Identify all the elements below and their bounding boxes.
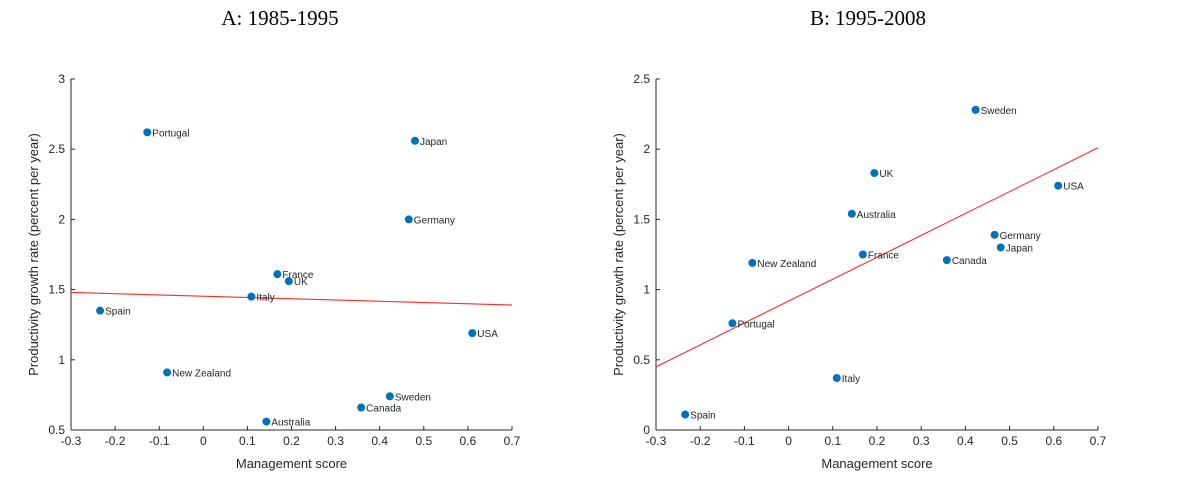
panel-b-point-label-usa: USA: [1063, 182, 1084, 193]
panel-b-point-label-canada: Canada: [952, 256, 987, 267]
panel-a-x-tick-label: 0.2: [283, 434, 300, 448]
panel-a-point-label-new-zealand: New Zealand: [172, 368, 231, 379]
panel-a-x-tick-label: 0.5: [415, 434, 432, 448]
panel-b-y-tick-label: 2.5: [633, 72, 650, 86]
panel-a-x-tick-label: 0: [200, 434, 207, 448]
panel-b-x-tick-label: 0.6: [1045, 434, 1062, 448]
panel-a-x-tick-label: 0.6: [460, 434, 477, 448]
panel-a-point-label-australia: Australia: [271, 418, 310, 429]
panel-b-point-label-germany: Germany: [1000, 231, 1041, 242]
panel-b-x-tick-label: -0.1: [734, 434, 755, 448]
panel-b-point-label-sweden: Sweden: [981, 106, 1017, 117]
panel-b-point-label-france: France: [868, 251, 900, 262]
panel-b-point-label-spain: Spain: [690, 411, 716, 422]
panel-b-y-tick-label: 0: [643, 423, 650, 437]
panel-a-point-label-germany: Germany: [414, 215, 455, 226]
panel-a-y-tick-label: 3: [58, 72, 65, 86]
panel-a-point-germany: [404, 215, 413, 224]
panel-b-title: B: 1995-2008: [809, 6, 927, 30]
panel-a-point-sweden: [385, 392, 394, 401]
panel-a-point-label-japan: Japan: [420, 137, 447, 148]
panel-a-y-tick-label: 1.5: [48, 283, 65, 297]
panel-b-point-canada: [942, 256, 951, 265]
panel-a-x-tick-label: -0.2: [105, 434, 126, 448]
panel-a-point-usa: [468, 329, 477, 338]
panel-b-y-tick-label: 0.5: [633, 353, 650, 367]
panel-a-point-label-france: France: [282, 270, 314, 281]
panel-a-point-spain: [96, 306, 105, 315]
panel-b-point-label-italy: Italy: [842, 374, 860, 385]
panel-b-x-tick-label: 0.2: [869, 434, 886, 448]
panel-a-point-label-italy: Italy: [256, 293, 274, 304]
panel-a-title: A: 1985-1995: [221, 6, 339, 30]
panel-a-x-axis-title: Management score: [236, 456, 347, 471]
panel-a-x-tick-label: 0.4: [371, 434, 388, 448]
panel-a-point-label-uk: UK: [294, 277, 308, 288]
panel-b-point-italy: [832, 374, 841, 383]
panel-b-y-tick-label: 1: [643, 283, 650, 297]
panel-b-point-portugal: [728, 319, 737, 328]
panel-b-point-label-new-zealand: New Zealand: [757, 259, 816, 270]
panel-b-x-tick-label: 0: [785, 434, 792, 448]
panel-a-point-label-sweden: Sweden: [395, 392, 431, 403]
panel-b-point-label-uk: UK: [879, 169, 893, 180]
panel-b-point-france: [858, 250, 867, 259]
panel-b-point-label-japan: Japan: [1006, 243, 1033, 254]
panel-a-point-new-zealand: [163, 368, 172, 377]
panel-b-point-uk: [870, 169, 879, 178]
panel-a-y-tick-label: 1: [58, 353, 65, 367]
panel-b-point-germany: [990, 230, 999, 239]
panel-b-fit-line: [655, 147, 1099, 368]
panel-b-x-axis-title: Management score: [821, 456, 932, 471]
panel-a-point-japan: [410, 136, 419, 145]
panel-a-point-canada: [357, 403, 366, 412]
panel-b-point-japan: [996, 243, 1005, 252]
panel-a-point-label-canada: Canada: [366, 404, 401, 415]
panel-b-x-tick-label: -0.3: [646, 434, 667, 448]
panel-a-x-tick-label: 0.7: [504, 434, 521, 448]
panel-b-x-tick-label: 0.5: [1001, 434, 1018, 448]
panel-b-point-spain: [681, 410, 690, 419]
panel-b-x-tick-label: -0.2: [690, 434, 711, 448]
panel-b-y-axis-title: Productivity growth rate (percent per ye…: [611, 133, 626, 376]
panel-b-point-new-zealand: [748, 258, 757, 267]
panel-a-y-tick-label: 2: [58, 212, 65, 226]
panel-a-x-tick-label: 0.1: [239, 434, 256, 448]
panel-a-point-label-portugal: Portugal: [152, 128, 189, 139]
panel-a-x-tick-label: -0.1: [149, 434, 170, 448]
panel-a-y-tick-label: 2.5: [48, 142, 65, 156]
panel-a-x-tick-label: -0.3: [61, 434, 82, 448]
panel-a-x-tick-label: 0.3: [327, 434, 344, 448]
panel-b-point-sweden: [971, 105, 980, 114]
panel-a-point-label-usa: USA: [477, 329, 498, 340]
panel-b-x-tick-label: 0.3: [913, 434, 930, 448]
panel-a-point-label-spain: Spain: [105, 307, 131, 318]
panel-b-point-usa: [1054, 181, 1063, 190]
panel-a-fit-line: [70, 291, 513, 306]
panel-b-point-label-portugal: Portugal: [737, 319, 774, 330]
panel-b-point-australia: [847, 209, 856, 218]
panel-b-y-tick-label: 2: [643, 142, 650, 156]
panel-a-point-france: [273, 270, 282, 279]
panel-b-x-tick-label: 0.4: [957, 434, 974, 448]
panel-a-y-tick-label: 0.5: [48, 423, 65, 437]
panel-b-point-label-australia: Australia: [857, 210, 896, 221]
panel-a-point-italy: [247, 292, 256, 301]
panel-a-point-australia: [262, 417, 271, 426]
panel-b-y-tick-label: 1.5: [633, 212, 650, 226]
panel-a-point-uk: [284, 277, 293, 286]
panel-a-y-axis-title: Productivity growth rate (percent per ye…: [26, 133, 41, 376]
panel-b-x-tick-label: 0.1: [824, 434, 841, 448]
panel-b-x-tick-label: 0.7: [1090, 434, 1107, 448]
panel-a-point-portugal: [143, 128, 152, 137]
